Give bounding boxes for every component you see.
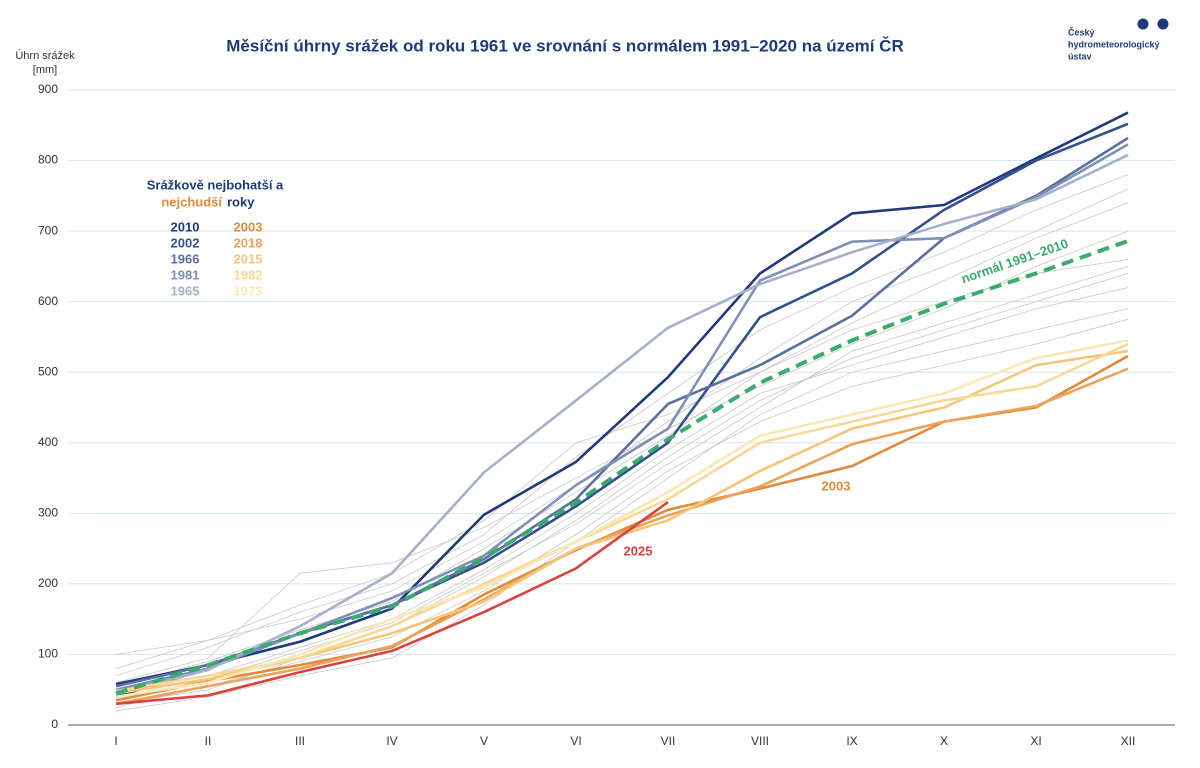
legend-entry: 2018 — [234, 235, 263, 250]
logo-dot — [1137, 18, 1149, 30]
background-line — [115, 287, 1129, 694]
logo-text: hydrometeorologický — [1068, 39, 1160, 49]
background-line — [115, 202, 1129, 687]
background-line — [115, 273, 1129, 705]
annotation: 2003 — [822, 478, 851, 493]
y-tick-label: 100 — [38, 647, 58, 661]
legend-title: roky — [227, 194, 255, 209]
background-line — [115, 318, 1129, 708]
logo-text: ústav — [1068, 51, 1092, 61]
legend-entry: 1982 — [234, 267, 263, 282]
series-line — [115, 122, 1129, 699]
series-line — [115, 367, 1129, 706]
background-line — [115, 188, 1129, 655]
y-tick-label: 200 — [38, 576, 58, 590]
x-tick-label: IX — [846, 734, 857, 748]
x-tick-label: IV — [386, 734, 397, 748]
x-tick-label: VIII — [751, 734, 769, 748]
x-tick-label: II — [205, 734, 212, 748]
x-tick-label: VII — [661, 734, 676, 748]
background-line — [115, 174, 1129, 676]
series-line — [115, 239, 1129, 696]
y-axis-label: Úhrn srážek — [15, 49, 75, 62]
y-tick-label: 0 — [51, 717, 58, 731]
x-tick-label: V — [480, 734, 488, 748]
legend-entry: 1965 — [171, 283, 200, 298]
legend-entry: 2002 — [171, 235, 200, 250]
legend-entry: 1981 — [171, 267, 200, 282]
y-tick-label: 700 — [38, 223, 58, 237]
background-line — [115, 266, 1129, 701]
legend-entry: 1966 — [171, 251, 200, 266]
legend-entry: 2015 — [234, 251, 263, 266]
x-tick-label: VI — [570, 734, 581, 748]
logo-text: Český — [1068, 26, 1095, 37]
legend-title: nejchudší — [161, 194, 222, 209]
x-tick-label: I — [114, 734, 117, 748]
series-line — [115, 342, 1129, 693]
y-tick-label: 300 — [38, 506, 58, 520]
y-tick-label: 400 — [38, 435, 58, 449]
annotation: 2025 — [624, 543, 653, 558]
x-tick-label: X — [940, 734, 948, 748]
y-tick-label: 900 — [38, 82, 58, 96]
x-tick-label: XII — [1121, 734, 1136, 748]
series-line — [115, 500, 669, 706]
series-line — [115, 111, 1129, 686]
series-line — [115, 136, 1129, 688]
legend-entry: 2010 — [171, 219, 200, 234]
y-tick-label: 600 — [38, 294, 58, 308]
series-line — [115, 153, 1129, 695]
y-axis-label: [mm] — [33, 64, 57, 76]
legend-title: Srážkově nejbohatší a — [147, 177, 284, 192]
series-line — [115, 339, 1129, 699]
y-tick-label: 800 — [38, 153, 58, 167]
chart-title: Měsíční úhrny srážek od roku 1961 ve sro… — [226, 36, 903, 55]
logo-dot — [1157, 18, 1169, 30]
y-tick-label: 500 — [38, 364, 58, 378]
x-tick-label: III — [295, 734, 305, 748]
background-line — [115, 308, 1129, 712]
legend-entry: 1973 — [234, 283, 263, 298]
x-tick-label: XI — [1030, 734, 1041, 748]
legend-entry: 2003 — [234, 219, 263, 234]
